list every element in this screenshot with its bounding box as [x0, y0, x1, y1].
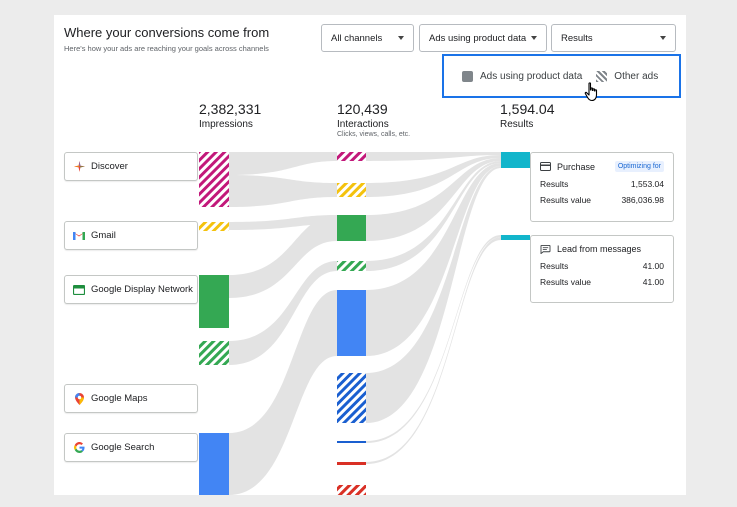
page-title: Where your conversions come from: [64, 25, 270, 40]
bar-interactions-red-hatched: [337, 485, 366, 495]
interactions-sublabel: Clicks, views, calls, etc.: [337, 131, 411, 138]
impressions-label: Impressions: [199, 119, 253, 130]
chevron-down-icon: [531, 36, 537, 40]
bar-interactions-discover-hatched: [337, 152, 366, 161]
result-row-label: Results value: [540, 195, 592, 205]
interactions-metric: 120,439 Interactions Clicks, views, call…: [337, 101, 410, 138]
bar-impressions-display-hatched: [199, 341, 229, 365]
channel-label: Google Search: [91, 442, 155, 453]
sankey-diagram: [199, 152, 530, 495]
channel-label: Discover: [91, 161, 128, 172]
impressions-value: 2,382,331: [199, 101, 262, 117]
bar-interactions-display-hatched: [337, 261, 366, 271]
hatched-swatch-icon: [596, 70, 608, 82]
flow-to-purchase-2: [366, 155, 501, 197]
channel-filter-dropdown[interactable]: All channels: [321, 24, 414, 52]
chevron-down-icon: [398, 36, 404, 40]
channel-discover[interactable]: Discover: [64, 152, 198, 181]
bar-impressions-search-solid: [199, 433, 229, 495]
channel-display-network[interactable]: Google Display Network: [64, 275, 198, 304]
result-row-value: 41.00: [642, 261, 664, 271]
chevron-down-icon: [660, 36, 666, 40]
message-icon: [540, 244, 551, 254]
flow-to-purchase-5: [366, 163, 501, 356]
flow-display-solid: [229, 215, 337, 298]
flow-to-purchase-3: [366, 158, 501, 241]
metric-filter-label: Results: [561, 32, 593, 44]
channel-label: Google Display Network: [91, 284, 193, 295]
bar-results-lead: [501, 235, 530, 240]
result-row-label: Results: [540, 261, 569, 271]
legend-solid-label[interactable]: Ads using product data: [480, 70, 583, 82]
result-row: Results 41.00: [540, 261, 664, 271]
result-row: Results value 386,036.98: [540, 195, 664, 205]
flow-display-hatched: [229, 261, 337, 365]
flow-search-solid: [229, 290, 337, 495]
result-row-value: 41.00: [642, 277, 664, 287]
result-panel-title: Lead from messages: [557, 244, 642, 254]
channel-maps[interactable]: Google Maps: [64, 384, 198, 413]
results-value: 1,594.04: [500, 101, 555, 117]
bar-interactions-search-solid: [337, 290, 366, 356]
channel-search[interactable]: Google Search: [64, 433, 198, 462]
bar-results-purchase: [501, 152, 530, 168]
bar-interactions-red: [337, 462, 366, 465]
bar-impressions-display-solid: [199, 275, 229, 328]
page-subtitle: Here's how your ads are reaching your go…: [64, 44, 269, 53]
results-metric: 1,594.04 Results: [500, 101, 555, 130]
interactions-label: Interactions: [337, 119, 389, 130]
solid-swatch-icon: [462, 70, 473, 82]
result-row-label: Results: [540, 179, 569, 189]
bar-impressions-discover-hatched: [199, 152, 229, 207]
bar-impressions-gmail-hatched: [199, 222, 229, 231]
bar-interactions-display-solid: [337, 215, 366, 241]
result-row-label: Results value: [540, 277, 592, 287]
result-panel-purchase[interactable]: Purchase Optimizing for Results 1,553.04…: [530, 152, 674, 222]
channel-label: Gmail: [91, 230, 116, 241]
result-row: Results value 41.00: [540, 277, 664, 287]
bar-interactions-search-dark: [337, 441, 366, 443]
google-g-icon: [73, 442, 85, 454]
channel-gmail[interactable]: Gmail: [64, 221, 198, 250]
hand-cursor-icon: [584, 82, 598, 102]
flow-discover-hatched: [229, 175, 337, 207]
legend-hatched-label[interactable]: Other ads: [614, 70, 659, 82]
flow-discover-solid: [229, 152, 337, 175]
channel-filter-label: All channels: [331, 32, 383, 44]
metric-filter-dropdown[interactable]: Results: [551, 24, 676, 52]
optimizing-badge: Optimizing for: [614, 161, 664, 172]
discover-icon: [73, 161, 85, 173]
interactions-value: 120,439: [337, 101, 388, 117]
flow-gmail: [229, 215, 337, 230]
result-panel-title: Purchase: [557, 161, 596, 172]
legend-popover: Ads using product data Other ads: [442, 54, 681, 98]
result-row-value: 1,553.04: [630, 179, 664, 189]
flow-to-purchase-1: [366, 152, 501, 161]
flow-bands: [229, 152, 501, 495]
gmail-icon: [73, 230, 85, 242]
flow-to-purchase-6: [366, 166, 501, 423]
maps-pin-icon: [73, 392, 85, 405]
result-row-value: 386,036.98: [621, 195, 664, 205]
conversions-card: Where your conversions come from Here's …: [54, 15, 686, 495]
results-label: Results: [500, 119, 534, 130]
credit-card-icon: [540, 162, 551, 171]
impressions-metric: 2,382,331 Impressions: [199, 101, 261, 130]
bar-interactions-gmail-hatched: [337, 183, 366, 197]
bar-interactions-search-hatched: [337, 373, 366, 423]
result-row: Results 1,553.04: [540, 179, 664, 189]
ad-type-filter-label: Ads using product data: [429, 32, 527, 44]
ad-type-filter-dropdown[interactable]: Ads using product data: [419, 24, 547, 52]
display-network-icon: [73, 284, 85, 296]
channel-label: Google Maps: [91, 393, 148, 404]
result-panel-lead[interactable]: Lead from messages Results 41.00 Results…: [530, 235, 674, 303]
